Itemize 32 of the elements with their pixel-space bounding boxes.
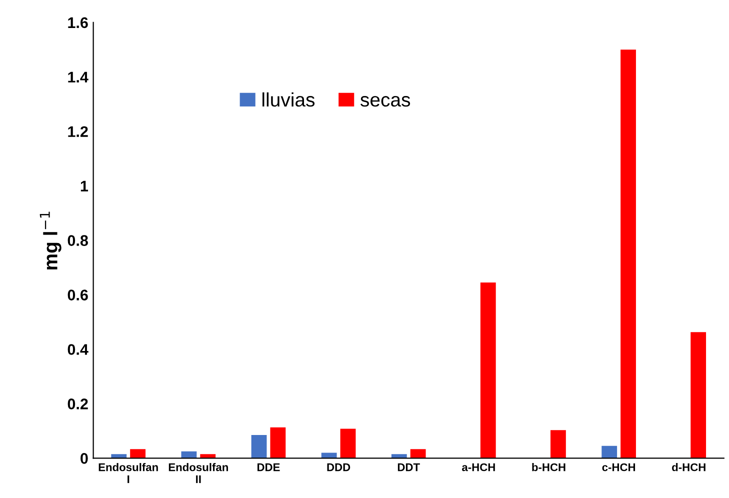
y-tick-label: 1.2 (68, 126, 88, 137)
x-tick-label: Endosulfan I (98, 463, 158, 484)
x-tick-label: c-HCH (602, 463, 636, 472)
bar (410, 449, 426, 458)
y-tick-label: 0 (80, 453, 88, 464)
y-tick-label: 1 (80, 180, 88, 192)
y-tick-label: 0.6 (68, 290, 88, 300)
bar (602, 446, 618, 458)
bar (690, 332, 706, 458)
y-tick-label: 1.4 (68, 72, 88, 82)
bar (251, 435, 267, 458)
x-tick-label: b-HCH (532, 463, 566, 472)
y-tick-label: 0.8 (68, 235, 88, 246)
y-tick-label: 1.6 (68, 17, 88, 28)
bar (480, 282, 496, 458)
bar (270, 427, 286, 458)
legend-label: lluvias (262, 92, 315, 107)
bar (340, 428, 356, 458)
bar (130, 449, 146, 458)
bar (620, 50, 636, 458)
legend-label: secas (360, 96, 410, 107)
x-tick-label: a-HCH (462, 463, 495, 472)
bar (321, 452, 337, 458)
x-tick-label: d-HCH (672, 463, 706, 472)
x-tick-label: DDT (398, 463, 420, 472)
x-tick-label: DDE (257, 463, 280, 472)
x-tick-label: DDD (327, 463, 350, 472)
y-tick-label: 0.2 (68, 398, 88, 410)
y-tick-label: 0.4 (68, 344, 88, 355)
x-tick-label: Endosulfan II (168, 463, 228, 484)
y-axis-title: mg l$^{−1}$ (40, 212, 62, 270)
bar (550, 430, 566, 458)
